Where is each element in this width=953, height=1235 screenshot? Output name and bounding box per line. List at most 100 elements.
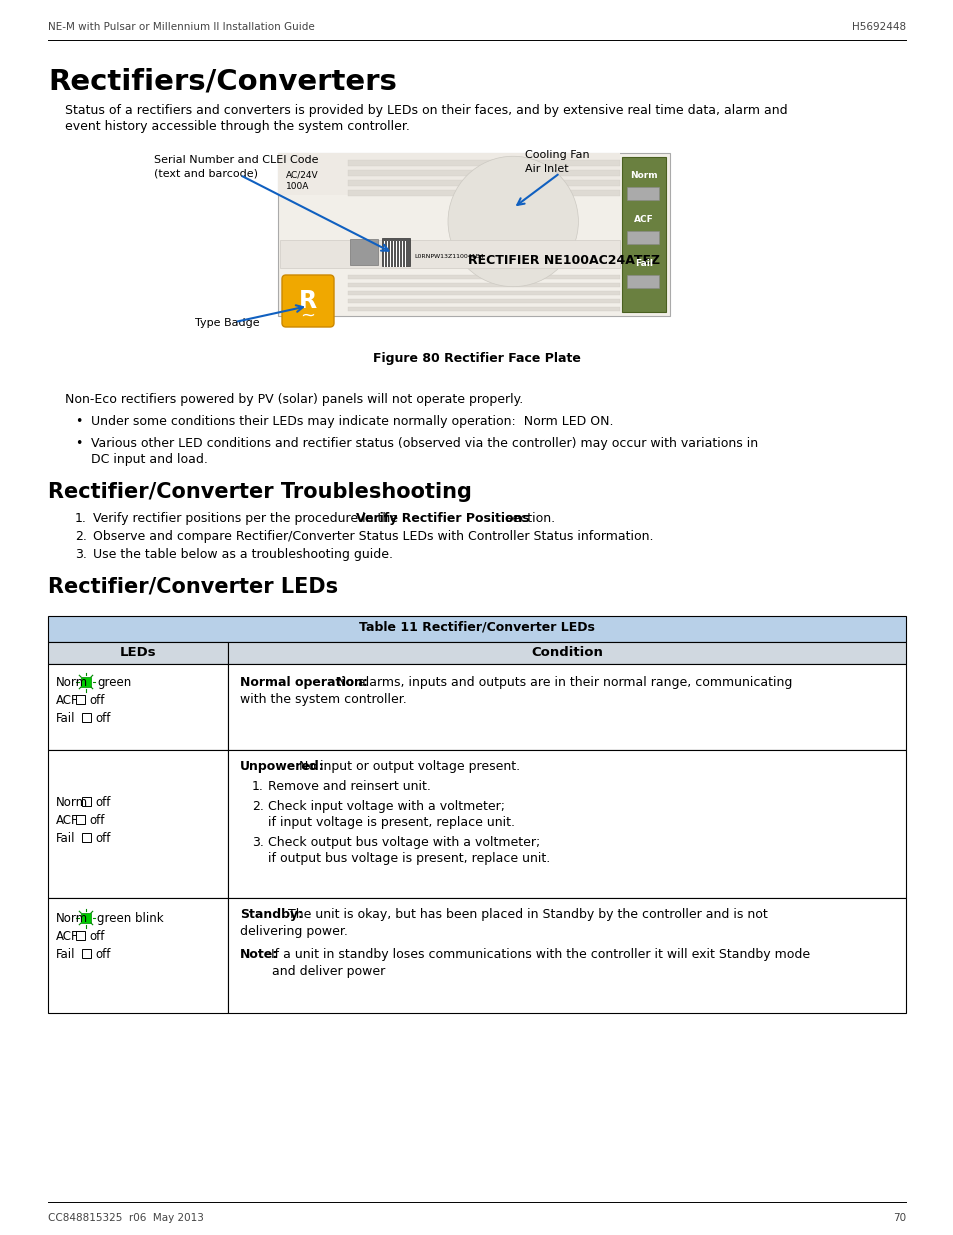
Bar	[348, 170, 619, 177]
Bar	[381, 238, 410, 266]
Text: Table 11 Rectifier/Converter LEDs: Table 11 Rectifier/Converter LEDs	[358, 621, 595, 634]
Bar	[348, 275, 619, 279]
Bar	[398, 241, 400, 267]
Bar	[76, 931, 86, 940]
Bar	[76, 695, 86, 704]
Text: (text and barcode): (text and barcode)	[153, 169, 257, 179]
Text: •: •	[75, 415, 82, 429]
Text: Fail: Fail	[56, 948, 75, 961]
Text: Rectifiers/Converters: Rectifiers/Converters	[48, 68, 396, 96]
Text: off: off	[95, 713, 111, 725]
Text: 3.: 3.	[252, 836, 264, 848]
Bar	[82, 713, 91, 722]
Text: Check output bus voltage with a voltmeter;: Check output bus voltage with a voltmete…	[268, 836, 539, 848]
Bar	[48, 642, 228, 664]
Text: 1.: 1.	[252, 781, 264, 793]
Text: 70: 70	[892, 1213, 905, 1223]
Text: The unit is okay, but has been placed in Standby by the controller and is not: The unit is okay, but has been placed in…	[284, 908, 767, 921]
Text: Rectifier/Converter LEDs: Rectifier/Converter LEDs	[48, 577, 337, 597]
Text: NE-M with Pulsar or Millennium II Installation Guide: NE-M with Pulsar or Millennium II Instal…	[48, 22, 314, 32]
Text: delivering power.: delivering power.	[240, 925, 348, 939]
Text: off: off	[95, 948, 111, 961]
Bar	[280, 240, 619, 268]
Bar	[348, 308, 619, 311]
Text: Remove and reinsert unit.: Remove and reinsert unit.	[268, 781, 431, 793]
Bar	[82, 832, 91, 842]
Text: Check input voltage with a voltmeter;: Check input voltage with a voltmeter;	[268, 800, 504, 813]
Text: if input voltage is present, replace unit.: if input voltage is present, replace uni…	[268, 816, 515, 829]
Text: No alarms, inputs and outputs are in their normal range, communicating: No alarms, inputs and outputs are in the…	[334, 676, 792, 689]
Text: 3.: 3.	[75, 548, 87, 561]
Bar	[387, 241, 388, 267]
Bar	[626, 275, 659, 288]
Text: Serial Number and CLEI Code: Serial Number and CLEI Code	[153, 156, 318, 165]
Text: Fail: Fail	[635, 259, 652, 268]
Bar	[395, 241, 397, 267]
Bar	[228, 750, 905, 898]
Text: Fail: Fail	[56, 713, 75, 725]
Text: section.: section.	[502, 513, 555, 525]
Text: ACF: ACF	[56, 694, 78, 706]
Text: ACF: ACF	[56, 814, 78, 827]
Text: with the system controller.: with the system controller.	[240, 693, 406, 706]
Text: RECTIFIER NE100AC24ATEZ: RECTIFIER NE100AC24ATEZ	[468, 254, 659, 267]
Text: Norm: Norm	[630, 170, 658, 180]
Text: off: off	[95, 832, 111, 845]
Bar	[82, 948, 91, 958]
Text: green: green	[97, 676, 132, 689]
Text: Norm: Norm	[56, 911, 88, 925]
Bar	[348, 190, 619, 196]
Text: 2.: 2.	[75, 530, 87, 543]
Bar	[350, 240, 377, 266]
Text: No input or output voltage present.: No input or output voltage present.	[294, 760, 519, 773]
Text: ACF: ACF	[634, 215, 653, 224]
Bar	[348, 283, 619, 287]
Bar	[228, 664, 905, 750]
Bar	[384, 241, 385, 267]
Text: Rectifier/Converter Troubleshooting: Rectifier/Converter Troubleshooting	[48, 482, 472, 501]
Bar	[48, 616, 905, 642]
Text: If a unit in standby loses communications with the controller it will exit Stand: If a unit in standby loses communication…	[267, 948, 810, 961]
Text: Note:: Note:	[240, 948, 278, 961]
Text: Status of a rectifiers and converters is provided by LEDs on their faces, and by: Status of a rectifiers and converters is…	[65, 104, 787, 117]
FancyBboxPatch shape	[282, 275, 334, 327]
Text: •: •	[75, 437, 82, 450]
Text: H5692448: H5692448	[851, 22, 905, 32]
Text: Under some conditions their LEDs may indicate normally operation:  Norm LED ON.: Under some conditions their LEDs may ind…	[91, 415, 613, 429]
Text: off: off	[95, 797, 111, 809]
Bar	[348, 299, 619, 303]
Text: off: off	[90, 814, 105, 827]
Text: Condition: Condition	[531, 646, 602, 659]
Text: Figure 80 Rectifier Face Plate: Figure 80 Rectifier Face Plate	[373, 352, 580, 366]
Text: ~: ~	[300, 308, 315, 325]
Bar	[277, 153, 669, 316]
Text: AC/24V: AC/24V	[286, 170, 318, 180]
Bar	[82, 797, 91, 806]
Bar	[277, 153, 619, 195]
Text: Verify rectifier positions per the procedure in the: Verify rectifier positions per the proce…	[92, 513, 401, 525]
Text: off: off	[90, 930, 105, 944]
Text: if output bus voltage is present, replace unit.: if output bus voltage is present, replac…	[268, 852, 550, 864]
Bar	[348, 180, 619, 186]
Text: Various other LED conditions and rectifier status (observed via the controller) : Various other LED conditions and rectifi…	[91, 437, 758, 450]
Text: LEDs: LEDs	[119, 646, 156, 659]
Text: Observe and compare Rectifier/Converter Status LEDs with Controller Status infor: Observe and compare Rectifier/Converter …	[92, 530, 653, 543]
Text: and deliver power: and deliver power	[252, 965, 385, 978]
Text: R: R	[298, 289, 316, 312]
Bar	[401, 241, 403, 267]
Text: Unpowered:: Unpowered:	[240, 760, 324, 773]
Text: event history accessible through the system controller.: event history accessible through the sys…	[65, 120, 410, 133]
Text: L0RNPW13Z110041B4: L0RNPW13Z110041B4	[414, 254, 483, 259]
Bar	[228, 898, 905, 1013]
Text: Use the table below as a troubleshooting guide.: Use the table below as a troubleshooting…	[92, 548, 393, 561]
Bar	[405, 241, 406, 267]
Bar	[48, 898, 228, 1013]
Text: Type Badge: Type Badge	[194, 317, 259, 329]
Text: Standby:: Standby:	[240, 908, 303, 921]
Bar	[348, 291, 619, 295]
Bar	[48, 664, 228, 750]
Text: Normal operation:: Normal operation:	[240, 676, 368, 689]
Text: Non-Eco rectifiers powered by PV (solar) panels will not operate properly.: Non-Eco rectifiers powered by PV (solar)…	[65, 393, 522, 406]
Text: Norm: Norm	[56, 797, 88, 809]
Bar	[81, 677, 91, 687]
